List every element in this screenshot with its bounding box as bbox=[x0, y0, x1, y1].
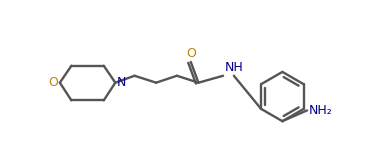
Text: N: N bbox=[117, 76, 126, 89]
Text: NH: NH bbox=[225, 61, 243, 74]
Text: NH₂: NH₂ bbox=[308, 104, 332, 117]
Text: O: O bbox=[186, 47, 196, 60]
Text: O: O bbox=[48, 76, 58, 89]
